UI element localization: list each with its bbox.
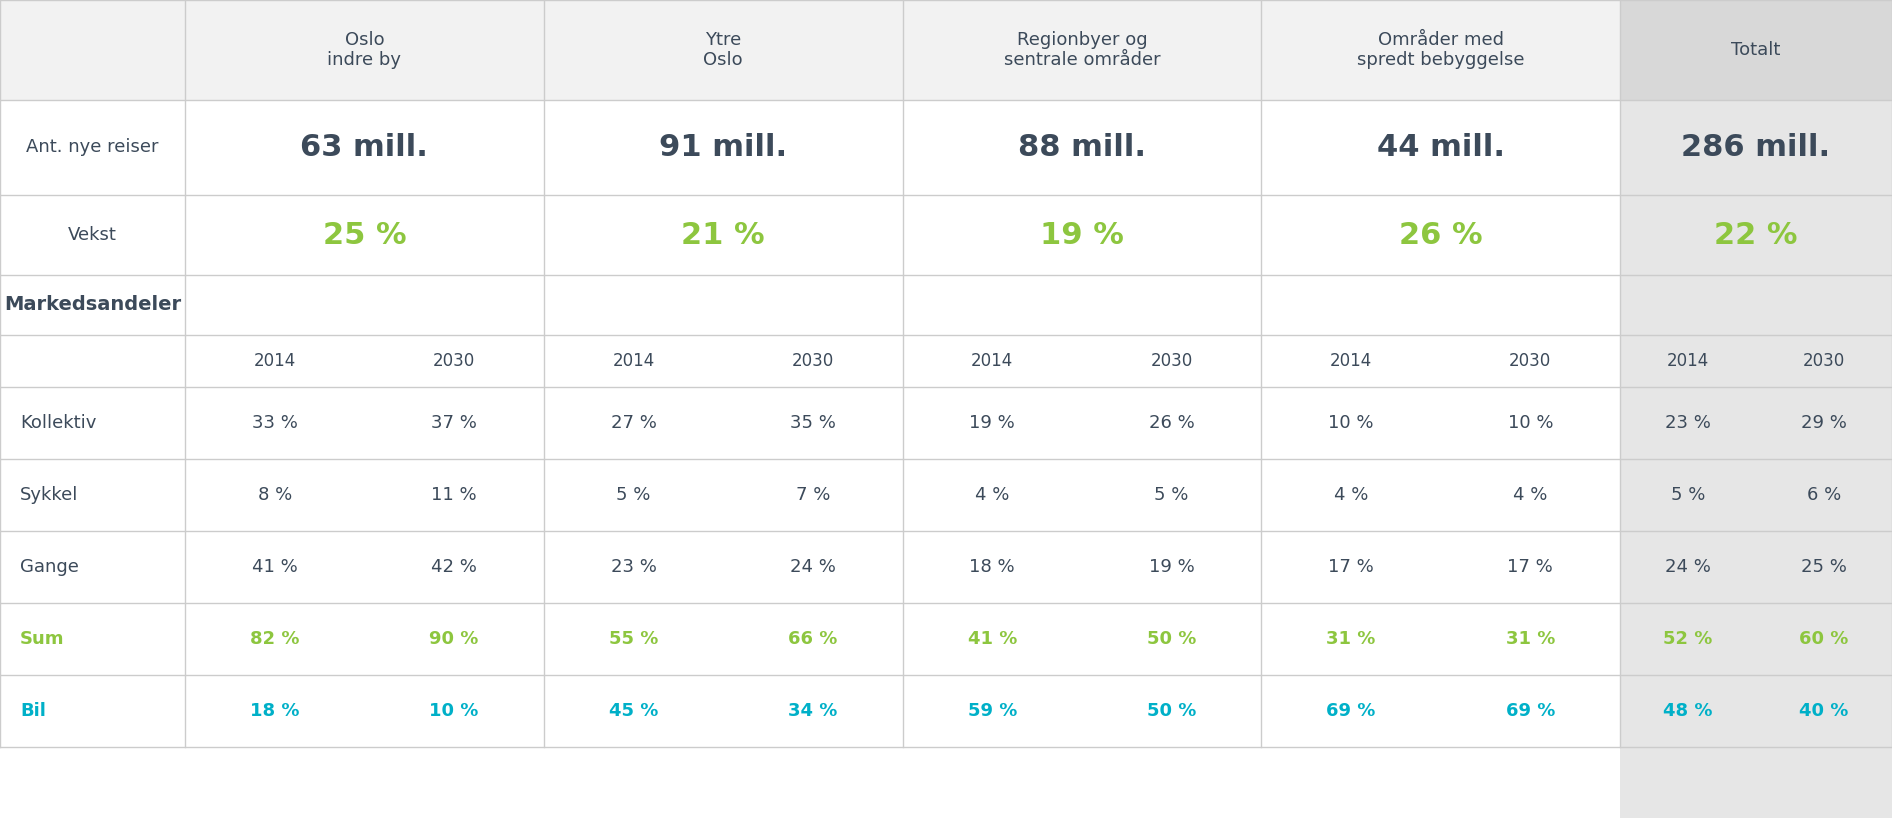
- Text: 5 %: 5 %: [1671, 486, 1705, 504]
- Text: 26 %: 26 %: [1398, 221, 1483, 249]
- Text: 26 %: 26 %: [1148, 414, 1194, 432]
- Text: 50 %: 50 %: [1147, 630, 1196, 648]
- Text: Oslo
indre by: Oslo indre by: [327, 30, 401, 70]
- Text: 55 %: 55 %: [609, 630, 658, 648]
- Text: 88 mill.: 88 mill.: [1018, 133, 1147, 162]
- Text: 2014: 2014: [254, 352, 295, 370]
- Text: 52 %: 52 %: [1663, 630, 1712, 648]
- Text: Gange: Gange: [21, 558, 79, 576]
- Text: 23 %: 23 %: [1665, 414, 1710, 432]
- Text: 44 mill.: 44 mill.: [1377, 133, 1504, 162]
- Text: 2014: 2014: [1667, 352, 1708, 370]
- Text: 5 %: 5 %: [617, 486, 651, 504]
- Text: 40 %: 40 %: [1799, 702, 1848, 720]
- Text: 41 %: 41 %: [252, 558, 297, 576]
- Text: 2014: 2014: [613, 352, 655, 370]
- Text: 66 %: 66 %: [789, 630, 838, 648]
- Text: 2014: 2014: [971, 352, 1014, 370]
- Text: 4 %: 4 %: [1514, 486, 1548, 504]
- Text: Ant. nye reiser: Ant. nye reiser: [26, 138, 159, 156]
- Text: 10 %: 10 %: [1328, 414, 1374, 432]
- Text: 25 %: 25 %: [322, 221, 407, 249]
- Text: 21 %: 21 %: [681, 221, 764, 249]
- Text: Markedsandeler: Markedsandeler: [4, 295, 182, 314]
- Text: 18 %: 18 %: [969, 558, 1014, 576]
- Text: 27 %: 27 %: [611, 414, 657, 432]
- Text: 25 %: 25 %: [1801, 558, 1847, 576]
- Text: 50 %: 50 %: [1147, 702, 1196, 720]
- Text: 2030: 2030: [1510, 352, 1551, 370]
- Text: 6 %: 6 %: [1807, 486, 1841, 504]
- Text: Bil: Bil: [21, 702, 45, 720]
- Text: Ytre
Oslo: Ytre Oslo: [704, 30, 744, 70]
- Text: 35 %: 35 %: [789, 414, 836, 432]
- Text: 2030: 2030: [1150, 352, 1192, 370]
- Text: 17 %: 17 %: [1508, 558, 1553, 576]
- Text: 19 %: 19 %: [1041, 221, 1124, 249]
- Text: 2014: 2014: [1330, 352, 1372, 370]
- Text: 2030: 2030: [791, 352, 834, 370]
- Text: 34 %: 34 %: [789, 702, 838, 720]
- Text: 37 %: 37 %: [431, 414, 477, 432]
- Text: 286 mill.: 286 mill.: [1682, 133, 1831, 162]
- Text: 82 %: 82 %: [250, 630, 299, 648]
- Text: 60 %: 60 %: [1799, 630, 1848, 648]
- Text: 23 %: 23 %: [611, 558, 657, 576]
- Text: 59 %: 59 %: [967, 702, 1016, 720]
- Text: 19 %: 19 %: [969, 414, 1016, 432]
- Text: 91 mill.: 91 mill.: [658, 133, 787, 162]
- Text: Kollektiv: Kollektiv: [21, 414, 96, 432]
- Text: 10 %: 10 %: [1508, 414, 1553, 432]
- Text: 63 mill.: 63 mill.: [301, 133, 428, 162]
- Text: 45 %: 45 %: [609, 702, 658, 720]
- Text: 22 %: 22 %: [1714, 221, 1797, 249]
- Text: 69 %: 69 %: [1326, 702, 1375, 720]
- Text: 10 %: 10 %: [429, 702, 479, 720]
- Bar: [1620, 0, 1892, 100]
- Text: 7 %: 7 %: [797, 486, 831, 504]
- Text: Totalt: Totalt: [1731, 41, 1780, 59]
- Text: 69 %: 69 %: [1506, 702, 1555, 720]
- Text: 4 %: 4 %: [1334, 486, 1368, 504]
- Text: 90 %: 90 %: [429, 630, 479, 648]
- Text: 2030: 2030: [433, 352, 475, 370]
- Text: 4 %: 4 %: [974, 486, 1008, 504]
- Text: 24 %: 24 %: [789, 558, 836, 576]
- Text: 2030: 2030: [1803, 352, 1845, 370]
- Text: Vekst: Vekst: [68, 226, 117, 244]
- Text: Sykkel: Sykkel: [21, 486, 78, 504]
- Text: 31 %: 31 %: [1326, 630, 1375, 648]
- Text: 42 %: 42 %: [431, 558, 477, 576]
- Text: 24 %: 24 %: [1665, 558, 1710, 576]
- Text: 48 %: 48 %: [1663, 702, 1712, 720]
- Text: Sum: Sum: [21, 630, 64, 648]
- Text: 41 %: 41 %: [967, 630, 1016, 648]
- Text: 19 %: 19 %: [1148, 558, 1194, 576]
- Text: 11 %: 11 %: [431, 486, 477, 504]
- Text: 33 %: 33 %: [252, 414, 297, 432]
- Text: 5 %: 5 %: [1154, 486, 1188, 504]
- Text: 29 %: 29 %: [1801, 414, 1847, 432]
- Text: 17 %: 17 %: [1328, 558, 1374, 576]
- Text: 8 %: 8 %: [257, 486, 291, 504]
- Text: Regionbyer og
sentrale områder: Regionbyer og sentrale områder: [1003, 30, 1160, 70]
- Text: 31 %: 31 %: [1506, 630, 1555, 648]
- Bar: [1620, 0, 1892, 818]
- Text: Områder med
spredt bebyggelse: Områder med spredt bebyggelse: [1357, 30, 1525, 70]
- Bar: [0, 0, 1892, 100]
- Text: 18 %: 18 %: [250, 702, 299, 720]
